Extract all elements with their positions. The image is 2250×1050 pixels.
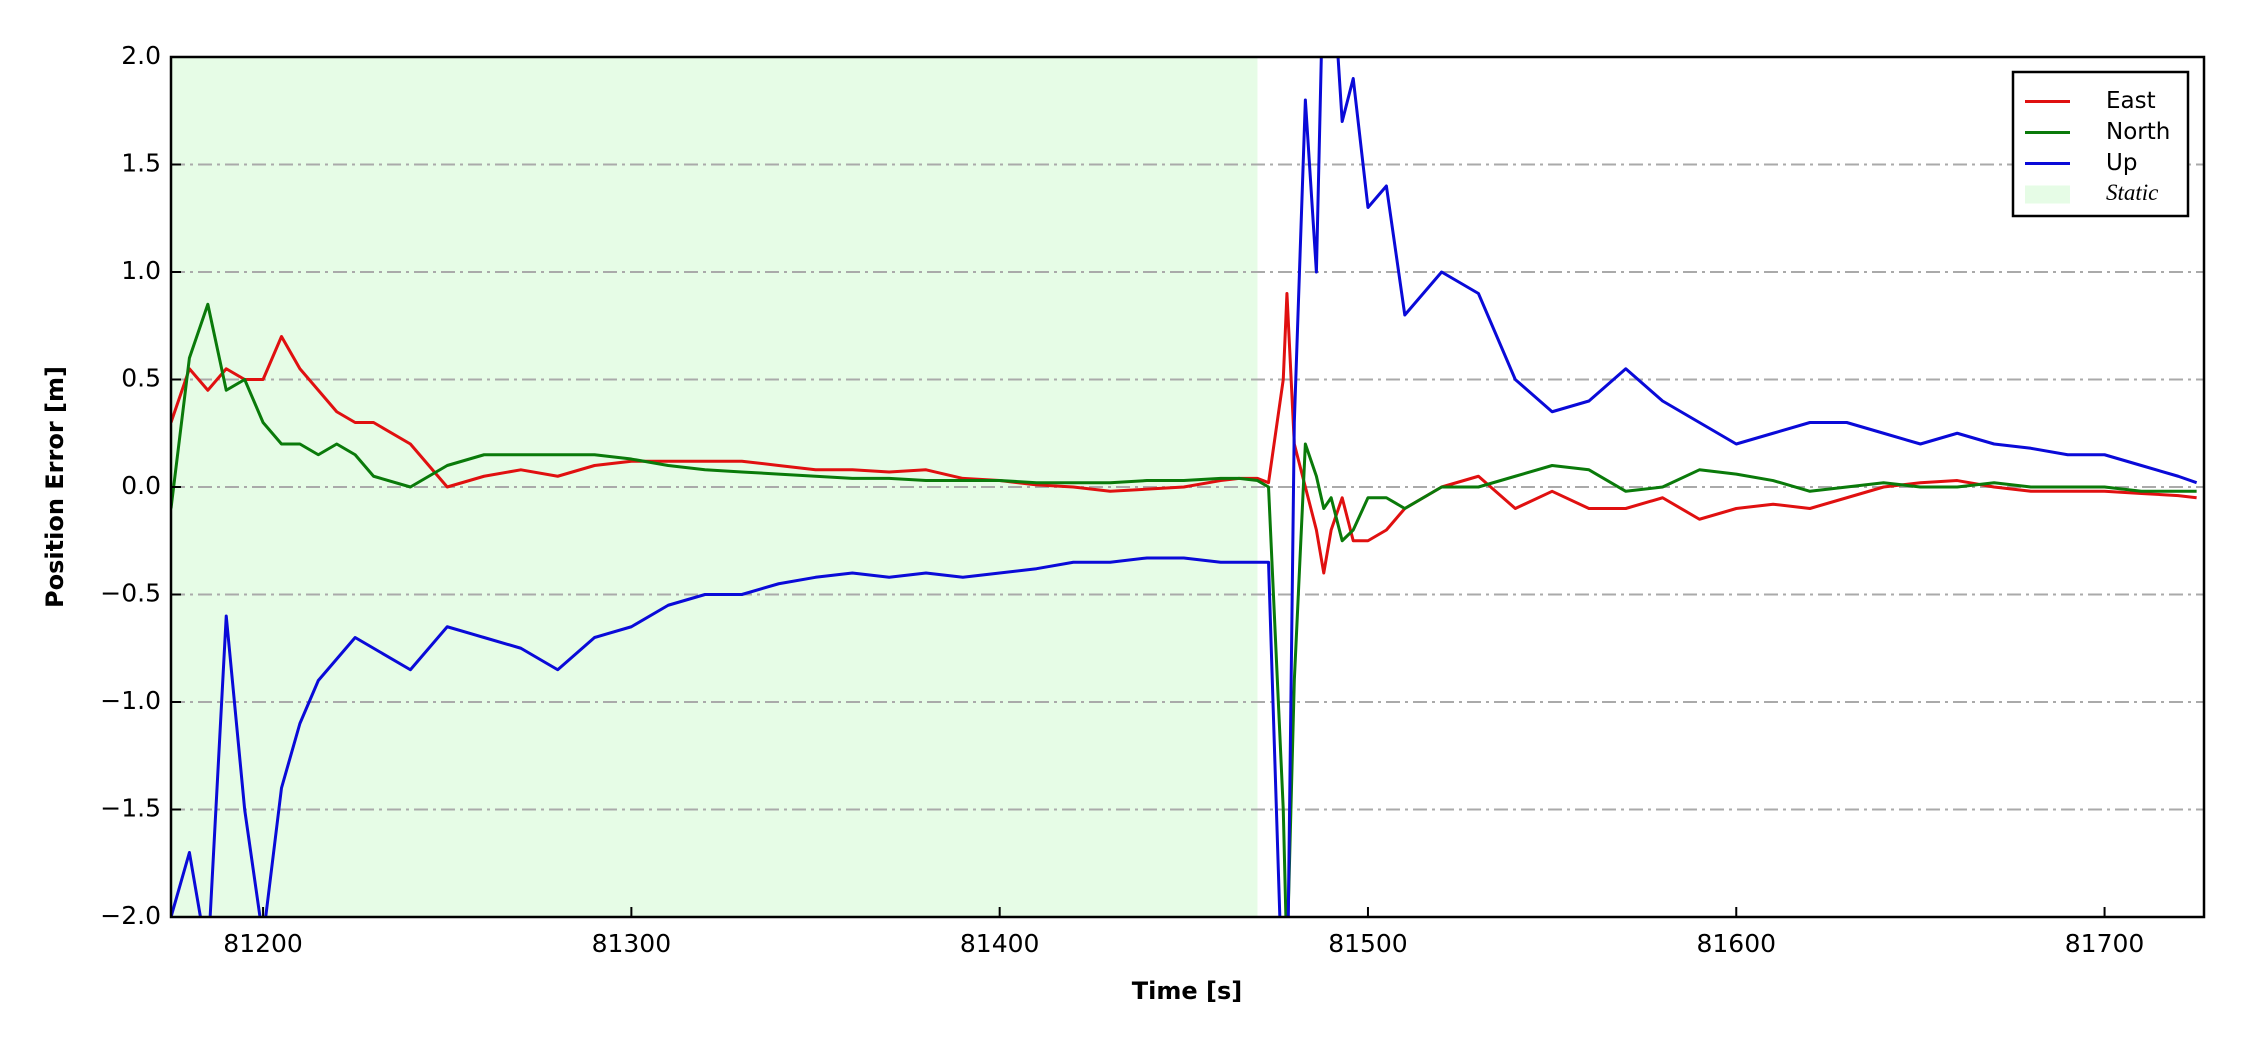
x-tick-label: 81400 [960, 929, 1040, 958]
ticks-layer: −2.0 −1.5 −1.0 −0.5 0.0 0.5 1.0 1.5 2.0 81200 8130… [100, 41, 2144, 958]
legend-label: Up [2106, 150, 2137, 176]
lines-layer [171, 57, 2198, 917]
legend-label: Static [2106, 180, 2158, 205]
y-tick-label: 1.5 [121, 149, 161, 178]
y-tick-label: 2.0 [121, 41, 161, 70]
x-tick-label: 81600 [1696, 929, 1776, 958]
x-axis-label: Time [s] [1132, 977, 1242, 1005]
y-tick-label: 0.0 [121, 471, 161, 500]
y-tick-label: 0.5 [121, 364, 161, 393]
y-axis-label: Position Error [m] [41, 366, 69, 608]
y-tick-label: 1.0 [121, 256, 161, 285]
x-tick-label: 81200 [223, 929, 303, 958]
legend-label: North [2106, 119, 2170, 145]
y-tick-label: −1.5 [100, 794, 161, 823]
legend: East North Up Static [2011, 70, 2190, 218]
series-line [171, 302, 2197, 917]
x-tick-label: 81700 [2065, 929, 2145, 958]
x-tick-label: 81500 [1328, 929, 1408, 958]
y-tick-label: −2.0 [100, 901, 161, 930]
y-tick-label: −1.0 [100, 686, 161, 715]
x-tick-label: 81300 [592, 929, 672, 958]
y-tick-label: −0.5 [100, 579, 161, 608]
legend-label: East [2106, 88, 2156, 114]
series-line [171, 57, 2198, 917]
legend-swatch [2025, 185, 2070, 204]
